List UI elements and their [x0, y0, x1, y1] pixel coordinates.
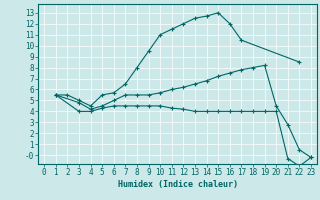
X-axis label: Humidex (Indice chaleur): Humidex (Indice chaleur)	[118, 180, 238, 189]
